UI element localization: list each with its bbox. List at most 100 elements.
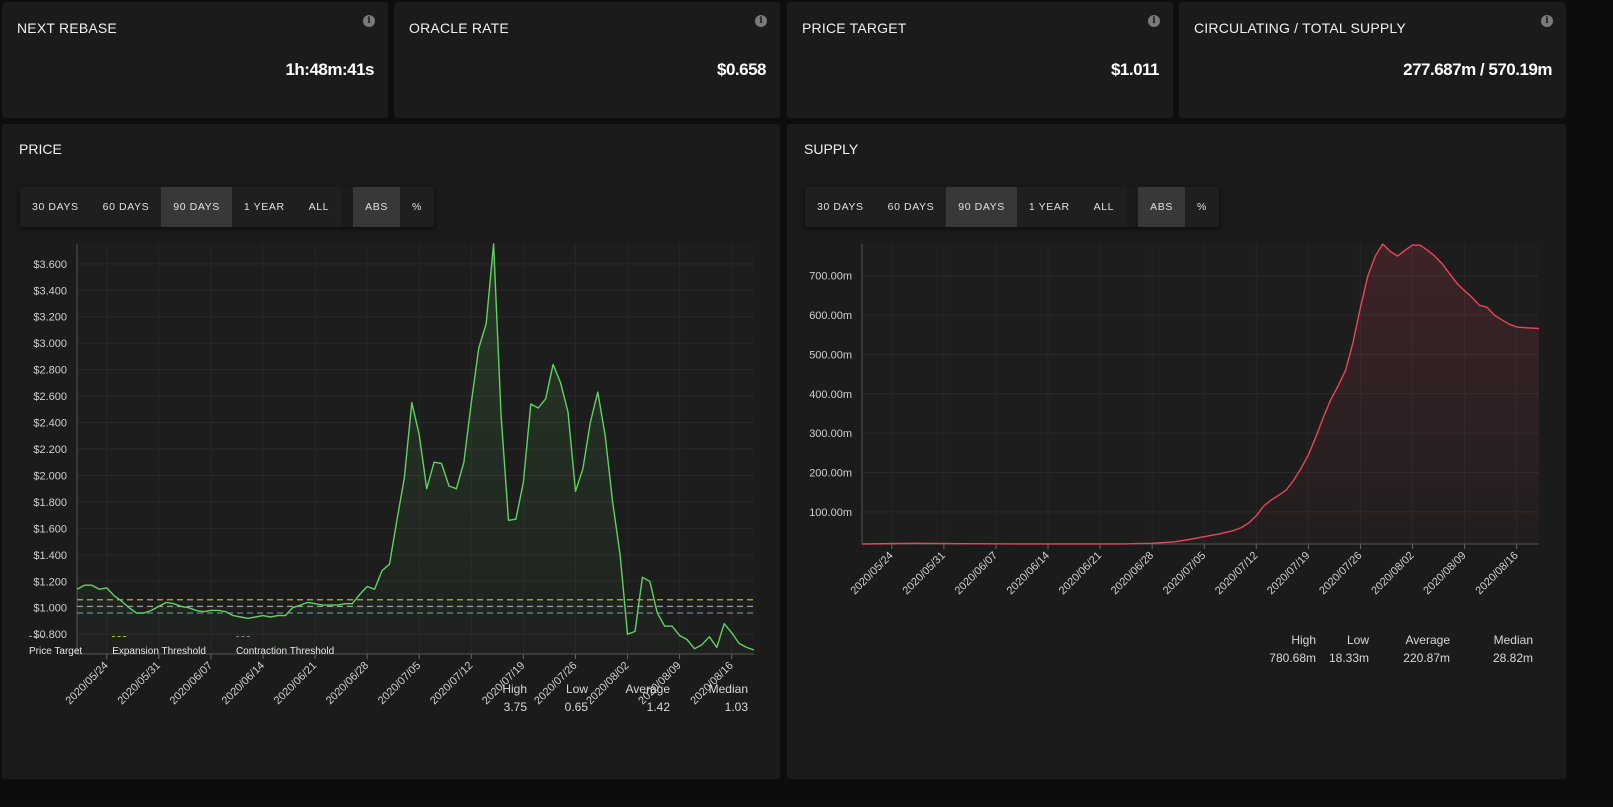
info-icon[interactable]: i [755,15,767,27]
x-tick-label: 2020/05/24 [848,550,895,597]
series-line[interactable] [76,243,755,651]
x-tick-label: 2020/06/14 [220,660,267,707]
series-area [77,244,754,654]
stat-value: $1.011 [1110,60,1160,79]
legend-label: Contraction Threshold [235,646,335,657]
y-tick-label: $3.600 [33,259,67,271]
y-tick-label: 300.00m [809,428,852,440]
mode-button-abs[interactable]: ABS [1138,187,1185,227]
mode-button-abs[interactable]: ABS [353,187,400,227]
stat-low: Low 0.65 [564,682,588,714]
stat-title: CIRCULATING / TOTAL SUPPLY [1194,20,1406,36]
legend-item-contraction-threshold[interactable]: Contraction Threshold [235,636,335,657]
range-button-all[interactable]: ALL [308,201,330,213]
y-tick-label: $2.600 [33,391,67,403]
range-button-30-days[interactable]: 30 DAYS [817,201,864,213]
legend-swatch [112,636,127,637]
y-tick-label: 100.00m [809,507,852,519]
stat-high: High 780.68m [1269,633,1316,665]
x-tick-label: 2020/05/24 [63,660,110,707]
x-tick-label: 2020/06/14 [1005,550,1052,597]
x-tick-label: 2020/07/19 [1265,550,1312,597]
y-tick-label: $1.400 [33,550,67,562]
y-tick-label: $1.800 [33,497,67,509]
legend-label: Price Target [29,646,83,657]
y-tick-label: $2.800 [33,365,67,377]
stat-card-oracle-rate: ORACLE RATE i $0.658 [394,2,780,118]
panel-title: SUPPLY [804,141,859,157]
x-tick-label: 2020/08/16 [1473,550,1520,597]
info-icon[interactable]: i [363,15,375,27]
panel-title: PRICE [19,141,62,157]
y-tick-label: $3.000 [33,338,67,350]
range-button-60-days[interactable]: 60 DAYS [102,201,150,213]
x-tick-label: 2020/06/21 [272,660,319,707]
range-button-30-days[interactable]: 30 DAYS [32,201,79,213]
x-tick-label: 2020/05/31 [116,660,163,707]
range-toolbar: 30 DAYS 60 DAYS 90 DAYS 1 YEAR ALL ABS % [20,187,434,227]
stat-average: Average 220.87m [1403,633,1450,665]
y-tick-label: 200.00m [809,468,852,480]
info-icon[interactable]: i [1148,15,1160,27]
x-tick-label: 2020/07/05 [1161,550,1208,597]
price-panel: PRICE 30 DAYS 60 DAYS 90 DAYS 1 YEAR ALL… [2,124,780,779]
y-tick-label: $2.400 [33,418,67,430]
stat-card-price-target: PRICE TARGET i $1.011 [787,2,1173,118]
x-tick-label: 2020/06/28 [324,660,371,707]
stat-low: Low 18.33m [1328,633,1369,665]
legend-swatch [29,636,43,637]
range-button-60-days[interactable]: 60 DAYS [887,201,935,213]
stat-title: PRICE TARGET [802,20,907,36]
y-tick-label: $1.000 [33,603,67,615]
legend-swatch [235,636,250,637]
stat-value: 277.687m / 570.19m [1403,60,1552,79]
toolbar-divider [1126,187,1139,227]
x-tick-label: 2020/06/28 [1109,550,1156,597]
legend-item-price-target[interactable]: Price Target [29,636,82,657]
range-button-90-days[interactable]: 90 DAYS [946,187,1017,227]
supply-stats: High 780.68m Low 18.33m Average 220.87m Med… [1257,633,1533,665]
range-button-90-days[interactable]: 90 DAYS [161,187,232,227]
y-tick-label: $2.200 [33,444,67,456]
stat-median: Median 1.03 [708,682,748,714]
stat-value: $0.658 [717,60,767,79]
legend-item-expansion-threshold[interactable]: Expansion Threshold [112,636,206,657]
x-tick-label: 2020/07/12 [1213,550,1260,597]
x-tick-label: 2020/06/21 [1057,550,1104,597]
x-tick-label: 2020/07/26 [1317,550,1364,597]
toolbar-divider [341,187,354,227]
supply-panel: SUPPLY 30 DAYS 60 DAYS 90 DAYS 1 YEAR AL… [787,124,1566,779]
mode-button-percent[interactable]: % [1196,201,1207,213]
stat-high: High 3.75 [502,682,527,714]
y-tick-label: $2.000 [33,470,67,482]
range-button-all[interactable]: ALL [1093,201,1115,213]
stat-median: Median 28.82m [1492,633,1533,665]
y-tick-label: $1.600 [33,523,67,535]
y-tick-label: $3.400 [33,285,67,297]
x-tick-label: 2020/07/05 [376,660,423,707]
supply-chart[interactable]: 100.00m 200.00m 300.00m 400.00m 500.00m 600.0… [787,234,1566,724]
x-tick-label: 2020/05/31 [901,550,948,597]
x-tick-label: 2020/08/09 [1421,550,1468,597]
stat-title: ORACLE RATE [409,20,509,36]
info-icon[interactable]: i [1541,15,1553,27]
mode-button-percent[interactable]: % [411,201,422,213]
x-tick-label: 2020/08/02 [1369,550,1416,597]
stat-card-next-rebase: NEXT REBASE i 1h:48m:41s [2,2,388,118]
series-line[interactable] [861,243,1540,545]
price-chart[interactable]: $0.800 $1.000 $1.200 $1.400 $1.600 $1.800 $2.0… [2,234,780,724]
legend-label: Expansion Threshold [112,646,206,657]
stat-average: Average 1.42 [625,682,670,714]
range-button-1-year[interactable]: 1 YEAR [1028,201,1070,213]
range-button-1-year[interactable]: 1 YEAR [243,201,285,213]
price-stats: High 3.75 Low 0.65 Average 1.42 Median 1.03 [472,682,748,714]
stat-value: 1h:48m:41s [285,60,374,79]
stat-card-supply: CIRCULATING / TOTAL SUPPLY i 277.687m / … [1179,2,1566,118]
y-tick-label: $0.800 [33,629,67,641]
y-tick-label: $1.200 [33,576,67,588]
y-tick-label: $3.200 [33,312,67,324]
y-tick-label: 500.00m [809,349,852,361]
x-tick-label: 2020/06/07 [953,550,1000,597]
y-tick-label: 600.00m [809,310,852,322]
price-legend: Price Target Expansion Threshold Contrac… [29,636,334,657]
